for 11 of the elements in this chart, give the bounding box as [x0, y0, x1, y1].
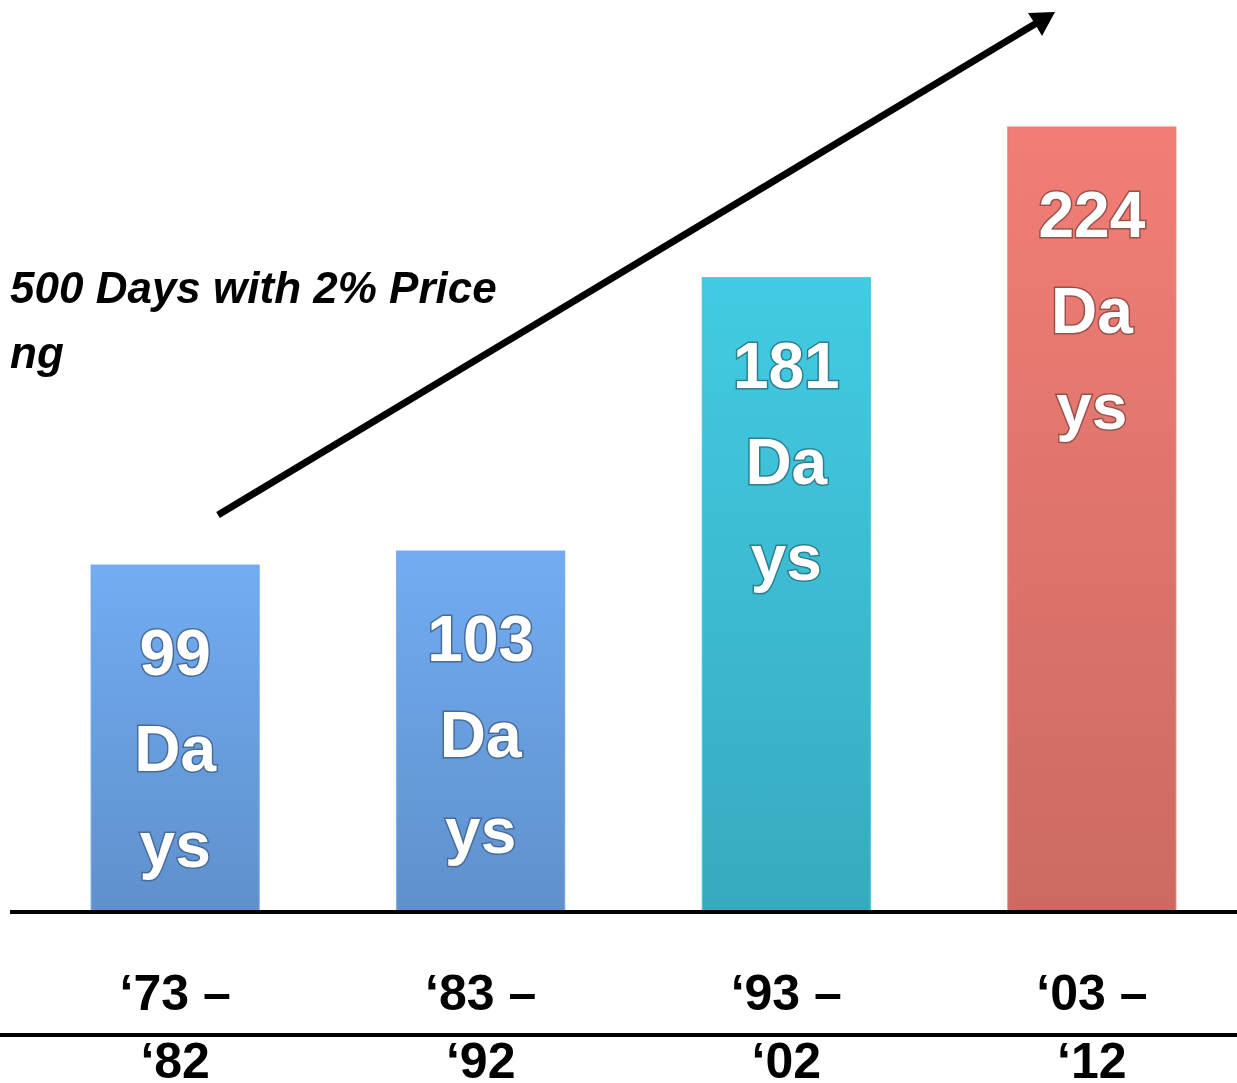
data-label: 181 Da ys — [732, 329, 840, 594]
x-tick-label: ‘03 – ‘12 — [1036, 965, 1148, 1083]
bar — [701, 277, 871, 913]
text: 500 Days with 2% Price ng — [10, 263, 497, 377]
bar — [1007, 126, 1177, 913]
data-label: 224 Da ys — [1038, 179, 1146, 443]
data-label: 103 Da ys — [427, 603, 535, 868]
x-tick-label: ‘73 – ‘82 — [119, 965, 231, 1083]
x-tick-label: ‘93 – ‘02 — [730, 965, 842, 1083]
x-tick-label: ‘83 – ‘92 — [425, 965, 537, 1083]
data-label: 99 Da ys — [134, 617, 217, 882]
